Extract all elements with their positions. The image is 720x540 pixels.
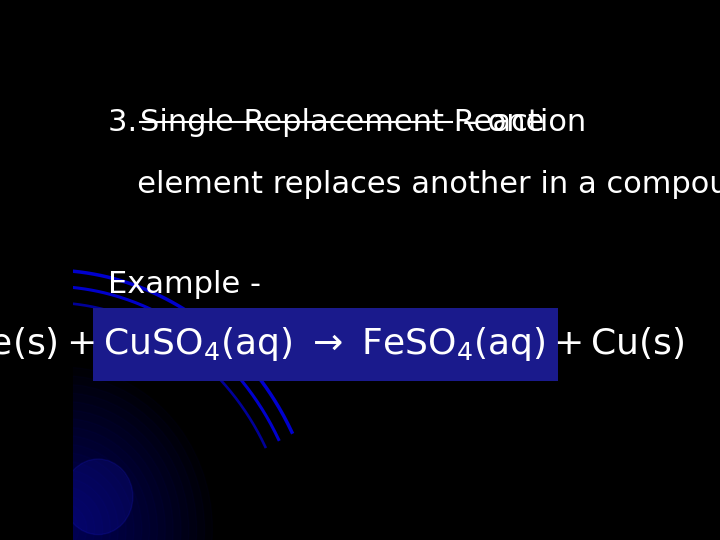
Text: Example -: Example - xyxy=(108,270,261,299)
Text: – one: – one xyxy=(454,108,545,137)
Text: $\mathrm{Fe(s) + CuSO_4(aq)\ \rightarrow\ FeSO_4(aq) + Cu(s)}$: $\mathrm{Fe(s) + CuSO_4(aq)\ \rightarrow… xyxy=(0,325,685,363)
Circle shape xyxy=(63,459,133,535)
Text: element replaces another in a compound.: element replaces another in a compound. xyxy=(108,170,720,199)
Text: 3.: 3. xyxy=(108,108,147,137)
Text: Single Replacement Reaction: Single Replacement Reaction xyxy=(140,108,587,137)
FancyBboxPatch shape xyxy=(93,308,558,381)
